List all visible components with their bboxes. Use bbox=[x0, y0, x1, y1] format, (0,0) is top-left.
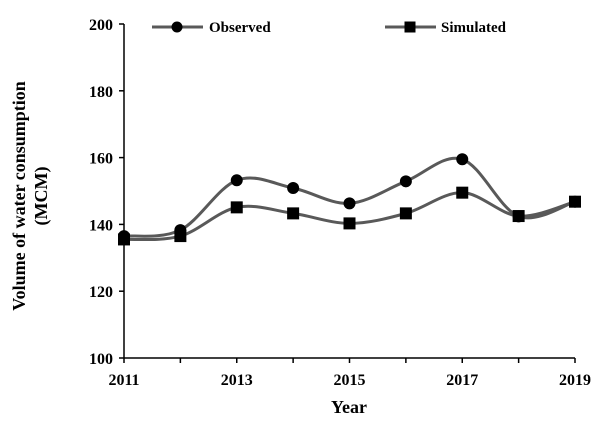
data-point-simulated bbox=[399, 207, 412, 220]
data-point-simulated bbox=[118, 233, 130, 246]
data-point-simulated bbox=[569, 195, 581, 208]
y-tick-label: 180 bbox=[89, 84, 113, 101]
legend-label-simulated: Simulated bbox=[441, 20, 507, 36]
series-layer bbox=[118, 153, 581, 246]
x-tick-label: 2013 bbox=[221, 372, 253, 389]
x-tick-label: 2015 bbox=[334, 372, 366, 389]
legend-marker-simulated bbox=[404, 21, 416, 33]
series-simulated bbox=[118, 186, 581, 246]
data-point-simulated bbox=[287, 207, 300, 220]
data-point-observed bbox=[343, 197, 356, 210]
data-point-observed bbox=[399, 175, 412, 188]
data-point-simulated bbox=[512, 210, 525, 223]
legend: Observed Simulated bbox=[152, 20, 507, 36]
y-tick-label: 160 bbox=[89, 151, 113, 168]
x-tick-label: 2017 bbox=[446, 372, 478, 389]
x-tick-label: 2019 bbox=[559, 372, 591, 389]
y-axis-unit: (MCM) bbox=[31, 167, 52, 226]
y-ticks: 100 120 140 160 180 200 bbox=[89, 17, 124, 368]
y-tick-label: 100 bbox=[89, 351, 113, 368]
legend-marker-observed bbox=[171, 21, 183, 33]
data-point-simulated bbox=[174, 230, 187, 243]
y-tick-label: 200 bbox=[89, 17, 113, 34]
axes bbox=[123, 24, 575, 359]
data-point-observed bbox=[230, 174, 243, 187]
x-ticks: 2011 2013 2015 2017 2019 bbox=[108, 358, 591, 389]
y-axis-title: Volume of water consumption bbox=[9, 81, 29, 311]
data-point-observed bbox=[287, 181, 300, 194]
x-axis-title: Year bbox=[331, 397, 367, 417]
legend-item-observed: Observed bbox=[152, 20, 271, 36]
x-tick-label: 2011 bbox=[108, 372, 139, 389]
legend-label-observed: Observed bbox=[209, 20, 271, 36]
data-point-simulated bbox=[230, 201, 243, 214]
data-point-observed bbox=[456, 153, 469, 166]
data-point-simulated bbox=[456, 186, 469, 199]
legend-item-simulated: Simulated bbox=[385, 20, 507, 36]
data-point-simulated bbox=[343, 217, 356, 230]
y-tick-label: 140 bbox=[89, 217, 113, 234]
y-tick-label: 120 bbox=[89, 284, 113, 301]
